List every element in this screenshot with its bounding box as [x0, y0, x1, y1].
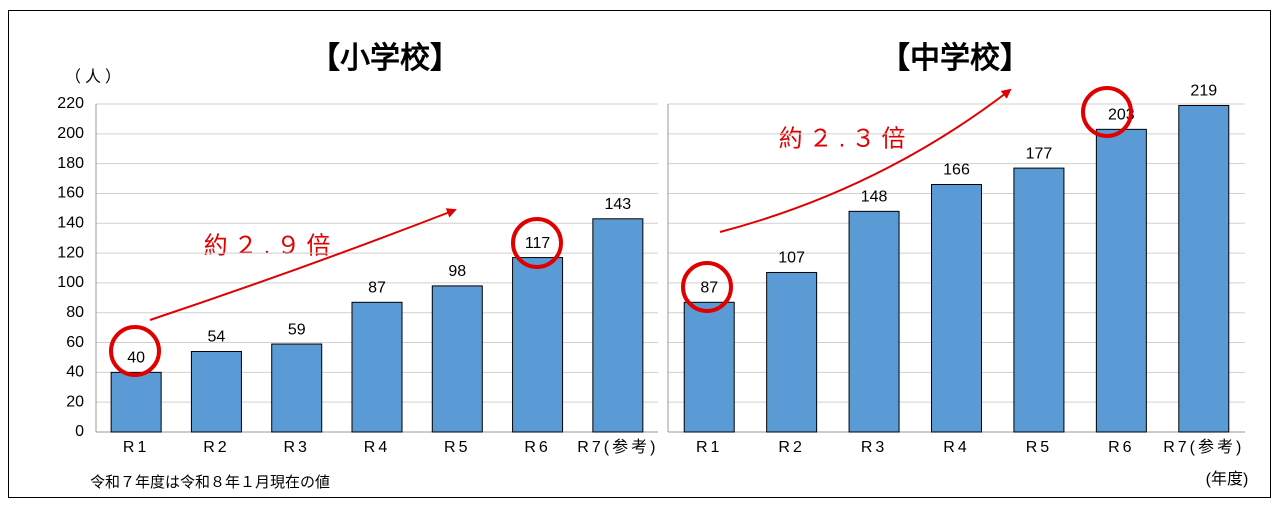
x-tick-label: R6	[1108, 439, 1134, 456]
chart-title: 【中学校】	[880, 41, 1030, 75]
bar	[190, 350, 242, 433]
value-label: 219	[1190, 83, 1217, 100]
bar	[848, 210, 900, 433]
y-tick-label: 140	[57, 214, 84, 231]
annotation: 約２.３倍	[779, 125, 912, 152]
y-tick-label: 0	[75, 423, 84, 440]
arrow	[719, 88, 1012, 233]
bar	[1013, 167, 1065, 433]
x-tick-label: R6	[524, 439, 550, 456]
annotation: 約２.９倍	[204, 232, 337, 259]
value-label: 117	[525, 235, 551, 252]
bar	[351, 301, 403, 433]
frame	[8, 10, 1271, 498]
value-label: 59	[288, 321, 306, 338]
x-tick-label: R3	[283, 439, 309, 456]
x-tick-label: R4	[943, 439, 969, 456]
value-label: 177	[1026, 145, 1053, 162]
value-label: 166	[943, 162, 970, 179]
highlight	[681, 261, 733, 313]
value-label: 148	[861, 189, 888, 206]
bar	[271, 343, 323, 433]
value-label: 143	[605, 196, 632, 213]
value-label: 107	[778, 250, 805, 267]
y-tick-label: 40	[66, 364, 84, 381]
x-axis-label: (年度)	[1206, 470, 1249, 488]
x-tick-label: R5	[1026, 439, 1052, 456]
x-tick-label: R2	[203, 439, 229, 456]
chart-title: 【小学校】	[310, 41, 460, 75]
bar	[431, 285, 483, 433]
y-axis-label: （人）	[65, 68, 125, 86]
bar	[512, 257, 564, 433]
y-tick-label: 80	[66, 304, 84, 321]
value-label: 87	[700, 280, 718, 297]
x-tick-label: R7(参考)	[1163, 438, 1244, 456]
bar	[1178, 104, 1230, 433]
highlight	[511, 217, 563, 269]
highlight	[1081, 86, 1133, 138]
value-label: 87	[368, 280, 386, 297]
y-tick-label: 60	[66, 334, 84, 351]
x-tick-label: R2	[778, 439, 804, 456]
x-tick-label: R7(参考)	[577, 438, 658, 456]
y-tick-label: 120	[57, 244, 84, 261]
y-tick-label: 220	[57, 95, 84, 112]
y-tick-label: 160	[57, 185, 84, 202]
y-tick-label: 20	[66, 393, 84, 410]
bar	[683, 301, 735, 433]
x-tick-label: R4	[364, 439, 390, 456]
y-tick-label: 180	[57, 155, 84, 172]
arrow	[149, 208, 457, 321]
bar	[766, 271, 818, 433]
x-tick-label: R5	[444, 439, 470, 456]
highlight	[109, 325, 161, 377]
bar	[592, 218, 644, 433]
y-tick-label: 100	[57, 274, 84, 291]
bar	[110, 371, 162, 433]
note: 令和７年度は令和８年１月現在の値	[90, 474, 330, 491]
x-tick-label: R3	[861, 439, 887, 456]
value-label: 54	[208, 329, 226, 346]
x-tick-label: R1	[696, 439, 722, 456]
bar	[931, 184, 982, 433]
y-tick-label: 200	[57, 125, 84, 142]
x-tick-label: R1	[123, 439, 149, 456]
value-label: 40	[127, 350, 145, 367]
value-label: 98	[448, 263, 466, 280]
bar	[1095, 128, 1147, 433]
